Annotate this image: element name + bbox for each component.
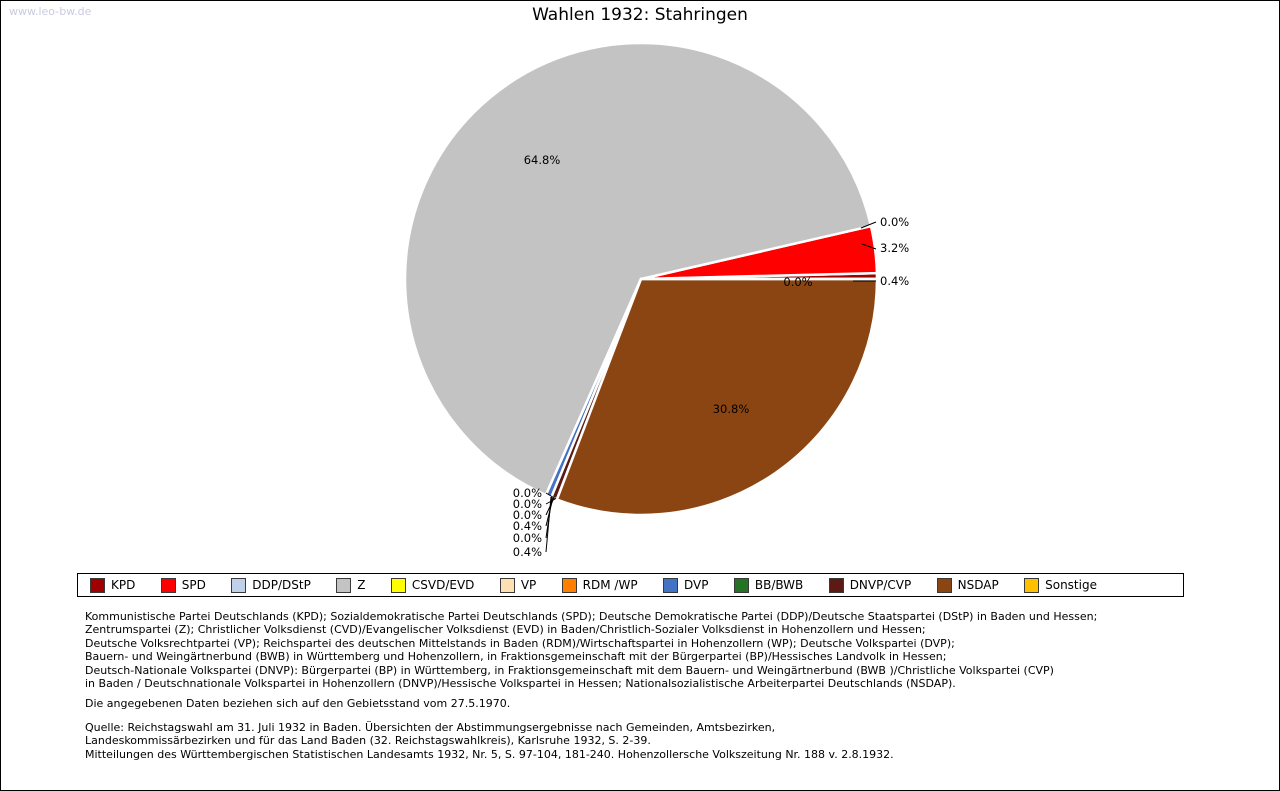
source-line: Quelle: Reichstagswahl am 31. Juli 1932 … [85,720,776,734]
legend-label: CSVD/EVD [411,578,475,592]
legend-item-dnvp-cvp: DNVP/CVP [828,577,912,593]
legend-item-rdm-wp: RDM /WP [561,577,638,593]
pie-label-line-csvd-evd [545,492,557,500]
pie-chart: 0.4%3.2%0.0%64.8%0.0%0.0%0.0%0.4%0.0%0.4… [403,41,909,559]
legend-swatch-dvp [662,577,678,593]
legend-swatch-dnvp-cvp [828,577,844,593]
chart-footnotes: Kommunistische Partei Deutschlands (KPD)… [85,610,1263,761]
party-definitions-line: Kommunistische Partei Deutschlands (KPD)… [85,610,1098,623]
legend-swatch-z [336,577,352,593]
legend-swatch-csvd-evd [390,577,406,593]
pie-label-bb-bwb: 0.0% [513,531,542,545]
legend-label: SPD [181,578,206,592]
legend-item-ddp-dstp: DDP/DStP [231,577,311,593]
spacer [85,711,1263,721]
source-line: Mitteilungen des Württembergischen Stati… [85,747,894,761]
pie-label-rdm-wp: 0.0% [513,508,542,522]
legend-swatch-kpd [90,577,105,593]
pie-label-dvp: 0.4% [513,519,542,533]
pie-label-vp: 0.0% [513,497,542,511]
party-definitions-line: Zentrumspartei (Z); Christlicher Volksdi… [85,623,926,637]
pie-slice-z [403,41,873,497]
pie-label-csvd-evd: 0.0% [513,486,542,500]
pie-label-dnvp-cvp: 0.4% [513,545,542,559]
legend-swatch-ddp-dstp [231,577,247,593]
legend-label: VP [520,578,537,592]
legend-swatch-bb-bwb [733,577,749,593]
party-definitions-line: Deutsch-Nationale Volkspartei (DNVP): Bü… [85,663,1054,677]
party-definitions-line: in Baden / Deutschnationale Volkspartei … [85,677,956,691]
legend-label: BB/BWB [754,578,804,592]
territorial-note: Die angegebenen Daten beziehen sich auf … [85,697,511,711]
legend-item-sonstige: Sonstige [1024,577,1097,593]
chart-title: Wahlen 1932: Stahringen [532,5,748,25]
spacer [85,690,1263,697]
legend-label: KPD [111,578,136,592]
legend-label: Sonstige [1045,578,1097,592]
pie-label-ddp-dstp: 0.0% [880,215,909,229]
chart-legend: KPD SPD DDP/DStP Z CSVD/EVD VP RDM /WP DVP BB/BW… [77,573,1184,597]
legend-item-nsdap: NSDAP [936,577,999,593]
legend-label: DDP/DStP [252,578,311,592]
legend-swatch-nsdap [936,577,952,593]
legend-label: Z [357,578,366,592]
legend-label: RDM /WP [582,578,638,592]
pie-label-spd: 3.2% [880,241,909,255]
legend-item-dvp: DVP [662,577,709,593]
pie-label-line-dnvp-cvp [545,496,552,553]
legend-item-z: Z [336,577,366,593]
pie-slice-nsdap [555,277,879,517]
pie-label-kpd: 0.4% [880,274,909,288]
legend-label: DVP [683,578,709,592]
legend-item-vp: VP [499,577,537,593]
party-definitions-line: Deutsche Volksrechtpartei (VP); Reichspa… [85,636,955,650]
legend-item-kpd: KPD [90,577,136,593]
legend-item-bb-bwb: BB/BWB [733,577,804,593]
pie-label-line-ddp-dstp [860,221,877,229]
legend-swatch-vp [499,577,515,593]
party-definitions-line: Bauern- und Weingärtnerbund (BWB) in Wür… [85,650,947,664]
legend-swatch-spd [160,577,176,593]
pie-label-z: 64.8% [524,153,561,167]
pie-label-sonstige: 0.0% [783,275,812,289]
source-line: Landeskommissärbezirken und für das Land… [85,734,651,748]
pie-label-line-spd [861,243,877,250]
legend-item-spd: SPD [160,577,206,593]
pie-label-nsdap: 30.8% [713,402,750,416]
legend-swatch-rdm-wp [561,577,577,593]
leo-bw-watermark: www.leo-bw.de [9,5,92,18]
legend-label: NSDAP [957,578,999,592]
legend-swatch-sonstige [1024,577,1040,593]
legend-item-csvd-evd: CSVD/EVD [390,577,475,593]
legend-label: DNVP/CVP [849,578,912,592]
